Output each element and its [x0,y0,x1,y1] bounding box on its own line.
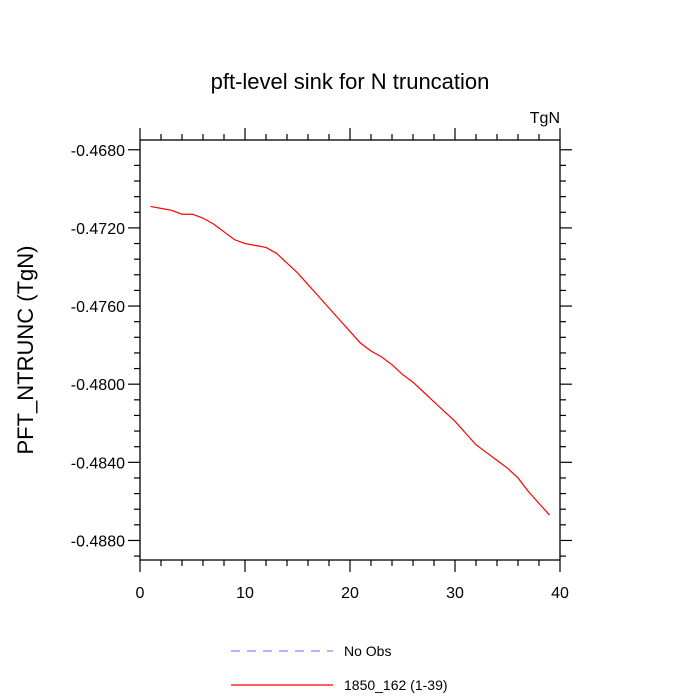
y-tick-label: -0.4840 [71,455,125,472]
x-tick-label: 30 [446,585,464,602]
y-axis-label: PFT_NTRUNC (TgN) [13,246,38,455]
x-tick-label: 20 [341,585,359,602]
y-tick-label: -0.4680 [71,143,125,160]
series-line [150,205,550,516]
chart-title: pft-level sink for N truncation [211,69,490,94]
x-tick-label: 0 [136,585,145,602]
axis-tick-labels: 0 10 20 30 40 -0.4680 -0.4720 -0.4760 -0.4800 -0.… [71,143,569,602]
series-layer [150,205,550,516]
legend: No Obs 1850_162 (1-39) [231,643,448,693]
y-tick-label: -0.4760 [71,299,125,316]
y-tick-label: -0.4800 [71,377,125,394]
plot-frame [139,139,561,561]
y-tick-label: -0.4880 [71,533,125,550]
y-tick-label: -0.4720 [71,221,125,238]
legend-label: 1850_162 (1-39) [344,677,448,693]
x-tick-label: 40 [551,585,569,602]
x-tick-label: 10 [236,585,254,602]
axis-ticks [128,128,572,572]
legend-label: No Obs [344,643,391,659]
units-label: TgN [530,110,560,127]
